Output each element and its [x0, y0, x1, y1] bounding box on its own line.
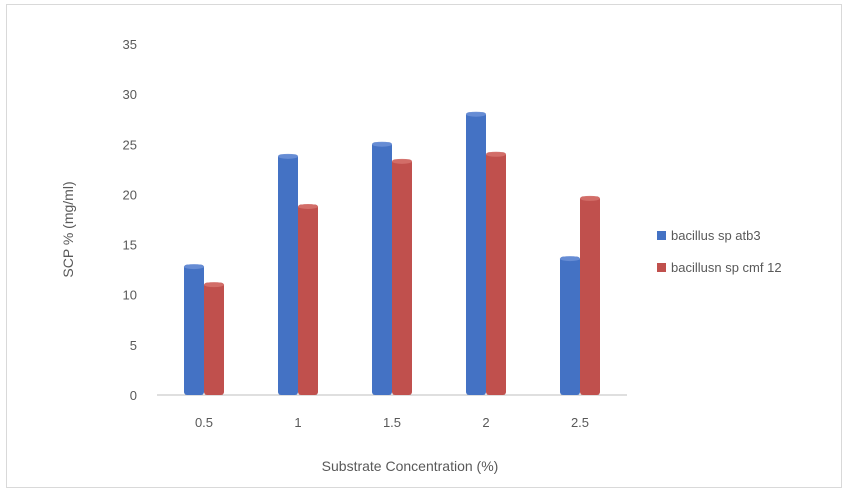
y-tick-label: 35 [123, 37, 137, 52]
bar-cap [184, 264, 204, 270]
x-tick-label: 2 [482, 415, 489, 430]
y-tick-label: 10 [123, 288, 137, 303]
bar-series2 [298, 204, 318, 395]
x-tick-label: 1 [294, 415, 301, 430]
bars [184, 111, 600, 396]
y-axis-ticks: 0 5 10 15 20 25 30 35 [123, 37, 137, 403]
bar-series2 [486, 152, 506, 395]
x-axis-title: Substrate Concentration (%) [322, 458, 499, 474]
y-axis-title: SCP % (mg/ml) [60, 181, 76, 277]
y-tick-label: 25 [123, 137, 137, 152]
bar-series1 [560, 256, 580, 395]
y-tick-label: 0 [130, 388, 137, 403]
bar-cap [466, 111, 486, 117]
legend-label: bacillusn sp cmf 12 [671, 260, 782, 275]
bar-series2 [204, 282, 224, 395]
bar-series1 [466, 112, 486, 396]
bar-chart: 0 5 10 15 20 25 30 35 0.5 1 1.5 2 2.5 SCP % (mg/ml)… [60, 37, 782, 474]
bar-cap [580, 195, 600, 201]
y-tick-label: 20 [123, 187, 137, 202]
bar-cap [204, 282, 224, 288]
bar-cap [392, 158, 412, 164]
y-tick-label: 30 [123, 87, 137, 102]
chart-frame: 0 5 10 15 20 25 30 35 0.5 1 1.5 2 2.5 SCP % (mg/ml)… [6, 4, 842, 488]
bar-cap [372, 141, 392, 147]
bar-cap [278, 153, 298, 159]
legend-swatch [657, 231, 666, 240]
bar-cap [560, 256, 580, 262]
bar-series1 [278, 154, 298, 395]
bar-series2 [580, 196, 600, 395]
bar-series1 [372, 142, 392, 395]
legend: bacillus sp atb3 bacillusn sp cmf 12 [657, 228, 782, 275]
x-tick-label: 0.5 [195, 415, 213, 430]
legend-label: bacillus sp atb3 [671, 228, 761, 243]
y-tick-label: 15 [123, 238, 137, 253]
x-tick-label: 2.5 [571, 415, 589, 430]
bar-cap [298, 203, 318, 209]
x-tick-label: 1.5 [383, 415, 401, 430]
y-tick-label: 5 [130, 338, 137, 353]
legend-swatch [657, 263, 666, 272]
x-axis-ticks: 0.5 1 1.5 2 2.5 [195, 415, 589, 430]
bar-series1 [184, 264, 204, 395]
bar-series2 [392, 159, 412, 395]
bar-cap [486, 151, 506, 157]
